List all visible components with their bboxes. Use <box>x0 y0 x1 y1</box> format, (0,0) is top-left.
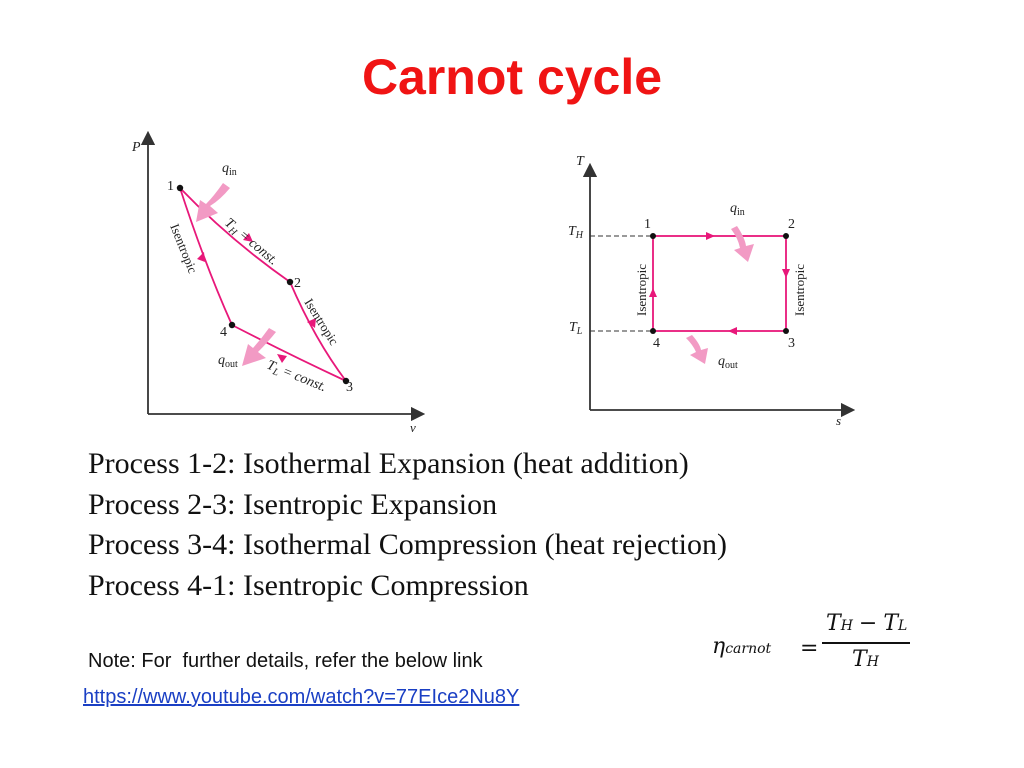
eq-num-t2: T <box>883 611 899 636</box>
ts-th-sym: T <box>568 224 577 239</box>
ts-dir-arrow <box>649 288 657 297</box>
pv-curve-4-1 <box>179 187 233 326</box>
pv-tl-sub: L <box>270 366 281 379</box>
pv-q-out-arrow <box>242 328 276 366</box>
eq-minus: − <box>858 611 878 636</box>
pv-axis-x-label: v <box>410 420 416 435</box>
ts-q-in-sym: q <box>730 201 737 216</box>
ts-point-4 <box>650 328 656 334</box>
ts-dir-arrow <box>728 327 737 335</box>
pv-point-4 <box>228 321 236 329</box>
ts-dir-arrow <box>782 269 790 278</box>
process-item-3-4: Process 3-4: Isothermal Compression (hea… <box>88 528 727 561</box>
eq-eta-symbol: η <box>712 634 726 659</box>
pv-point-1 <box>176 184 184 192</box>
pv-point-3 <box>342 377 350 385</box>
ts-point-label-2: 2 <box>788 217 795 232</box>
pv-point-label-4: 4 <box>220 325 227 340</box>
pv-point-label-3: 3 <box>346 380 353 395</box>
ts-point-3 <box>783 328 789 334</box>
ts-q-out-arrow <box>686 335 708 364</box>
ts-axis-y-label: T <box>576 154 585 169</box>
eq-den-t: T <box>852 647 867 672</box>
ts-dir-arrow <box>706 232 715 240</box>
pv-curve-1-2 <box>179 187 291 283</box>
process-list: Process 1-2: Isothermal Expansion (heat … <box>88 444 727 606</box>
eq-numerator: TH − TL <box>826 611 907 636</box>
pv-q-in-sym: q <box>222 161 229 176</box>
ts-point-label-3: 3 <box>788 336 795 351</box>
pv-point-label-1: 1 <box>167 179 174 194</box>
process-item-1-2: Process 1-2: Isothermal Expansion (heat … <box>88 447 689 480</box>
process-item-2-3: Process 2-3: Isentropic Expansion <box>88 487 498 521</box>
eq-num-t1: T <box>826 611 841 636</box>
ts-isentropic-left-label: Isentropic <box>634 264 649 316</box>
pv-dir-arrow <box>307 318 316 328</box>
ts-cycle <box>652 235 787 332</box>
pv-dir-arrow <box>197 252 205 262</box>
ts-isentropic-right-label: Isentropic <box>792 264 807 316</box>
pv-q-out-sym: q <box>218 353 225 368</box>
ts-q-out-label: qout <box>718 354 738 371</box>
pv-point-label-2: 2 <box>294 276 301 291</box>
pv-dir-arrow <box>277 354 287 363</box>
pv-q-out-sub: out <box>225 359 238 370</box>
pv-q-in-sub: in <box>229 167 237 178</box>
pv-dir-arrow <box>243 233 253 242</box>
pv-q-in-arrow <box>196 183 230 222</box>
eq-eta: ηcarnot <box>712 634 771 659</box>
ts-tl-sub: L <box>576 326 583 337</box>
eq-equals: = <box>800 636 819 661</box>
eq-eta-sub: carnot <box>725 641 772 657</box>
eq-den-sub: H <box>866 654 879 670</box>
ts-axis-x-label: s <box>836 413 841 428</box>
slide-title: Carnot cycle <box>361 49 663 105</box>
process-item-4-1: Process 4-1: Isentropic Compression <box>88 568 529 602</box>
ts-q-out-sym: q <box>718 354 725 369</box>
ts-th-label: TH <box>568 224 584 241</box>
pv-curve-3-4 <box>231 324 347 382</box>
ts-q-in-arrow <box>731 226 754 262</box>
eq-denominator: TH <box>852 647 879 672</box>
pv-q-in-label: qin <box>222 161 237 178</box>
ts-point-2 <box>783 233 789 239</box>
pv-point-2 <box>286 278 294 286</box>
pv-curve-2-3 <box>289 281 347 382</box>
youtube-link[interactable]: https://www.youtube.com/watch?v=77EIce2N… <box>83 686 520 708</box>
ts-point-1 <box>650 233 656 239</box>
ts-q-in-sub: in <box>737 207 745 218</box>
eq-fraction-line <box>822 642 910 644</box>
ts-point-label-4: 4 <box>653 336 660 351</box>
ts-tl-label: TL <box>569 320 583 337</box>
ts-th-sub: H <box>575 230 584 241</box>
pv-axis-y-label: P <box>131 140 141 155</box>
note-text: Note: For further details, refer the bel… <box>88 650 483 672</box>
ts-q-out-sub: out <box>725 360 738 371</box>
ts-q-in-label: qin <box>730 201 745 218</box>
ts-point-label-1: 1 <box>644 217 651 232</box>
eq-num-t1-sub: H <box>840 618 853 634</box>
pv-q-out-label: qout <box>218 353 238 370</box>
ts-tl-sym: T <box>569 320 578 335</box>
eq-num-t2-sub: L <box>898 618 908 634</box>
